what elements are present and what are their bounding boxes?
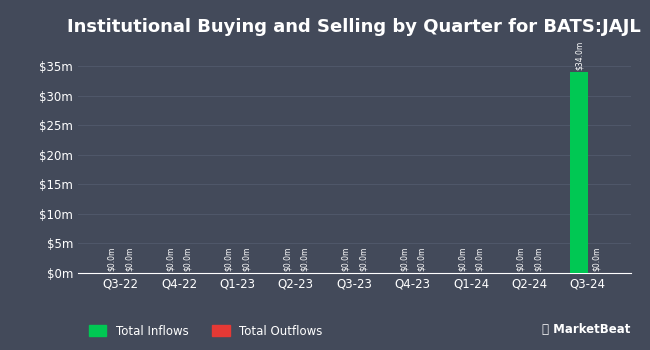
Text: $34.0m: $34.0m	[575, 41, 584, 70]
Text: $0.0m: $0.0m	[224, 247, 233, 271]
Text: $0.0m: $0.0m	[107, 247, 116, 271]
Text: $0.0m: $0.0m	[359, 247, 367, 271]
Text: ⽍ MarketBeat: ⽍ MarketBeat	[542, 323, 630, 336]
Text: $0.0m: $0.0m	[283, 247, 292, 271]
Title: Institutional Buying and Selling by Quarter for BATS:JAJL: Institutional Buying and Selling by Quar…	[68, 18, 641, 36]
Bar	[570, 72, 588, 273]
Text: $0.0m: $0.0m	[300, 247, 309, 271]
Text: $0.0m: $0.0m	[183, 247, 192, 271]
Text: $0.0m: $0.0m	[242, 247, 251, 271]
Text: $0.0m: $0.0m	[166, 247, 175, 271]
Text: $0.0m: $0.0m	[399, 247, 408, 271]
Text: $0.0m: $0.0m	[417, 247, 426, 271]
Text: $0.0m: $0.0m	[516, 247, 525, 271]
Text: $0.0m: $0.0m	[475, 247, 484, 271]
Text: $0.0m: $0.0m	[534, 247, 543, 271]
Text: $0.0m: $0.0m	[592, 247, 601, 271]
Legend: Total Inflows, Total Outflows: Total Inflows, Total Outflows	[84, 320, 328, 342]
Text: $0.0m: $0.0m	[125, 247, 134, 271]
Text: $0.0m: $0.0m	[341, 247, 350, 271]
Text: $0.0m: $0.0m	[458, 247, 467, 271]
